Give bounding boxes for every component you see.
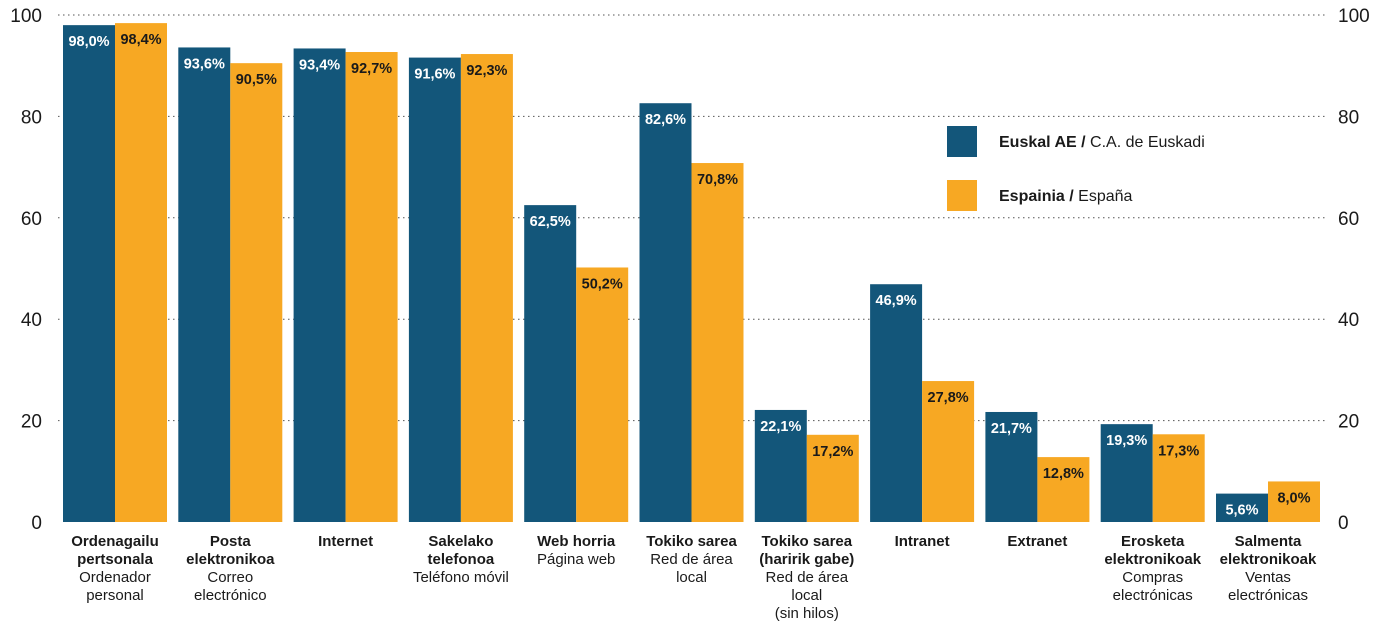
value-label-series-0-cat-10: 5,6%: [1225, 503, 1258, 519]
bar-series-0-cat-6: [754, 409, 807, 522]
y-tick-label-left: 20: [21, 412, 42, 433]
bar-series-1-cat-0: [115, 23, 167, 522]
bar-series-1-cat-2: [345, 52, 398, 523]
bar-series-1-cat-9: [1152, 434, 1205, 522]
category-label-bold: Tokiko sarea: [761, 533, 852, 550]
category-label-regular: (sin hilos): [775, 605, 839, 622]
value-label-series-1-cat-3: 92,3%: [466, 63, 507, 79]
value-label-series-0-cat-8: 21,7%: [991, 421, 1032, 437]
value-label-series-0-cat-4: 62,5%: [530, 214, 571, 230]
category-label-regular: local: [791, 587, 822, 604]
bar-series-0-cat-1: [178, 47, 231, 523]
legend-swatch-espainia: [947, 180, 977, 211]
category-label-bold: Extranet: [1007, 533, 1067, 550]
category-label-regular: Teléfono móvil: [413, 569, 509, 586]
value-label-series-0-cat-7: 46,9%: [876, 293, 917, 309]
category-label-bold: (haririk gabe): [759, 551, 854, 568]
y-tick-label-right: 40: [1338, 310, 1359, 331]
category-label-bold: Intranet: [895, 533, 950, 550]
y-tick-label-right: 80: [1338, 107, 1359, 128]
category-label-bold: elektronikoa: [186, 551, 275, 568]
category-label-regular: Compras: [1122, 569, 1183, 586]
bar-series-1-cat-10: [1268, 481, 1320, 522]
legend-swatch-euskal: [947, 126, 977, 157]
bar-series-0-cat-3: [408, 57, 461, 522]
value-labels: 98,0% 93,6% 93,4% 91,6% 62,5% 82,6% 22,1% 46,9%…: [68, 32, 1310, 518]
bar-series-0-cat-5: [639, 103, 692, 522]
value-label-series-0-cat-5: 82,6%: [645, 112, 686, 128]
bar-series-0-cat-8: [985, 411, 1038, 522]
legend-label-euskal: Euskal AE / C.A. de Euskadi: [999, 134, 1205, 151]
y-tick-label-right: 100: [1338, 6, 1370, 27]
value-label-series-1-cat-4: 50,2%: [582, 276, 623, 292]
category-label-bold: Web horria: [537, 533, 616, 550]
value-label-series-1-cat-6: 17,2%: [812, 444, 853, 460]
value-label-series-1-cat-10: 8,0%: [1277, 490, 1310, 506]
category-label-bold: elektronikoak: [1104, 551, 1201, 568]
value-label-series-1-cat-1: 90,5%: [236, 72, 277, 88]
bar-series-0-cat-0: [63, 25, 115, 522]
category-label-regular: electrónico: [194, 587, 267, 604]
category-label-regular: Ordenador: [79, 569, 151, 586]
y-axis-right: 0 20 40 60 80 100: [1338, 6, 1370, 534]
category-label-bold: Salmenta: [1235, 533, 1302, 550]
category-label-regular: local: [676, 569, 707, 586]
bar-series-1-cat-5: [691, 163, 744, 522]
y-tick-label-right: 0: [1338, 513, 1349, 534]
value-label-series-1-cat-2: 92,7%: [351, 61, 392, 77]
category-label-regular: Ventas: [1245, 569, 1291, 586]
y-tick-label-left: 80: [21, 107, 42, 128]
bar-series-0-cat-4: [524, 205, 577, 522]
value-label-series-0-cat-0: 98,0%: [68, 34, 109, 50]
bar-series-1-cat-4: [576, 267, 629, 522]
y-tick-label-left: 0: [31, 513, 42, 534]
y-tick-label-left: 60: [21, 209, 42, 230]
y-tick-label-left: 40: [21, 310, 42, 331]
category-label-regular: Red de área: [650, 551, 733, 568]
bar-series-0-cat-9: [1100, 424, 1153, 522]
value-label-series-1-cat-0: 98,4%: [120, 32, 161, 48]
value-label-series-1-cat-8: 12,8%: [1043, 466, 1084, 482]
bar-series-1-cat-1: [230, 63, 283, 522]
bars: [63, 23, 1320, 523]
y-tick-label-left: 100: [10, 6, 42, 27]
category-label-bold: Ordenagailu: [71, 533, 159, 550]
bar-series-0-cat-10: [1216, 493, 1268, 522]
bar-series-0-cat-7: [870, 284, 923, 522]
bar-series-1-cat-6: [806, 434, 859, 522]
category-label-regular: Página web: [537, 551, 615, 568]
category-label-bold: Tokiko sarea: [646, 533, 737, 550]
y-axis-left: 0 20 40 60 80 100: [10, 6, 42, 534]
category-label-bold: elektronikoak: [1220, 551, 1317, 568]
value-label-series-0-cat-6: 22,1%: [760, 419, 801, 435]
legend: Euskal AE / C.A. de Euskadi Espainia / E…: [947, 126, 1205, 211]
value-label-series-1-cat-7: 27,8%: [928, 390, 969, 406]
category-label-regular: electrónicas: [1228, 587, 1308, 604]
category-label-bold: Posta: [210, 533, 252, 550]
value-label-series-0-cat-3: 91,6%: [414, 67, 455, 83]
bar-series-1-cat-8: [1037, 457, 1090, 522]
value-label-series-1-cat-5: 70,8%: [697, 172, 738, 188]
y-tick-label-right: 60: [1338, 209, 1359, 230]
y-tick-label-right: 20: [1338, 412, 1359, 433]
category-label-bold: telefonoa: [428, 551, 495, 568]
bar-series-1-cat-7: [922, 381, 975, 522]
category-label-bold: Erosketa: [1121, 533, 1185, 550]
category-label-bold: pertsonala: [77, 551, 154, 568]
legend-label-espainia: Espainia / España: [999, 188, 1133, 205]
category-label-regular: personal: [86, 587, 144, 604]
bar-series-1-cat-3: [460, 54, 513, 522]
category-label-regular: Correo: [207, 569, 253, 586]
bar-series-0-cat-2: [293, 48, 346, 522]
value-label-series-1-cat-9: 17,3%: [1158, 443, 1199, 459]
value-label-series-0-cat-2: 93,4%: [299, 57, 340, 73]
value-label-series-0-cat-1: 93,6%: [184, 56, 225, 72]
value-label-series-0-cat-9: 19,3%: [1106, 433, 1147, 449]
category-label-regular: electrónicas: [1113, 587, 1193, 604]
category-label-regular: Red de área: [766, 569, 849, 586]
category-label-bold: Sakelako: [428, 533, 493, 550]
category-label-bold: Internet: [318, 533, 373, 550]
